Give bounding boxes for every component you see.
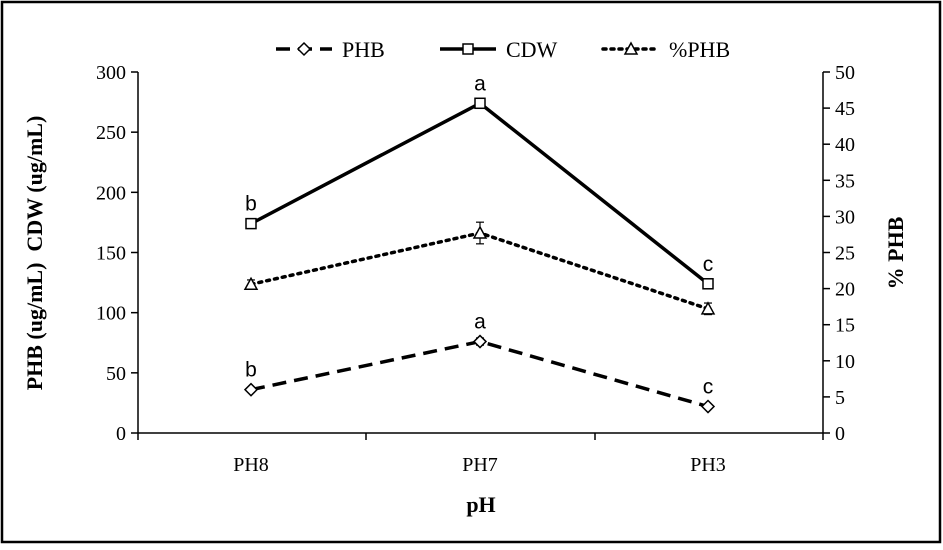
significance-label: c — [703, 253, 714, 276]
series-pct-phb — [243, 221, 716, 316]
left-y-tick-label: 250 — [96, 122, 126, 144]
significance-label: a — [474, 311, 486, 334]
x-axis-ticks: PH8 PH7 PH3 — [137, 433, 824, 476]
series-layer: b a c b a c — [243, 72, 716, 414]
x-tick-label: PH8 — [233, 454, 269, 476]
legend-marker — [462, 43, 474, 55]
x-tick-label: PH3 — [690, 454, 726, 476]
left-y-tick-label: 100 — [96, 303, 126, 325]
data-point — [472, 225, 488, 239]
data-point — [472, 334, 488, 349]
legend-label: %PHB — [669, 37, 730, 62]
left-y-axis-title: PHB (ug/mL) CDW (ug/mL) — [22, 116, 47, 391]
data-point — [474, 97, 486, 110]
left-y-axis-ticks: 0 50 100 150 200 250 300 — [96, 62, 138, 445]
right-y-tick-label: 20 — [835, 279, 855, 301]
right-y-axis-ticks: 0 5 10 15 20 25 30 35 40 45 50 — [823, 62, 855, 445]
series-cdw: b a c — [245, 72, 714, 290]
data-point — [702, 278, 714, 290]
data-point — [243, 382, 259, 397]
right-y-tick-label: 45 — [835, 98, 855, 120]
legend-label: PHB — [342, 37, 385, 62]
right-y-tick-label: 30 — [835, 206, 855, 228]
legend: PHB CDW %PHB — [276, 37, 730, 62]
right-y-tick-label: 5 — [835, 387, 845, 409]
data-point — [700, 399, 716, 414]
right-y-tick-label: 50 — [835, 62, 855, 84]
right-y-tick-label: 15 — [835, 315, 855, 337]
significance-label: c — [703, 376, 714, 399]
left-y-tick-label: 300 — [96, 62, 126, 84]
series-phb: b a c — [243, 311, 716, 414]
right-y-tick-label: 35 — [835, 170, 855, 192]
data-point — [243, 276, 259, 291]
right-y-tick-label: 0 — [835, 423, 845, 445]
legend-label: CDW — [506, 37, 558, 62]
data-point — [245, 217, 257, 230]
left-y-tick-label: 0 — [116, 423, 126, 445]
left-y-tick-label: 50 — [106, 363, 126, 385]
legend-marker — [296, 41, 312, 57]
data-point — [700, 301, 716, 315]
x-axis-title: pH — [466, 492, 495, 517]
right-y-axis-title: % PHB — [883, 216, 908, 289]
right-y-tick-label: 10 — [835, 351, 855, 373]
x-tick-label: PH7 — [462, 454, 498, 476]
left-y-tick-label: 150 — [96, 243, 126, 265]
series-line — [250, 339, 709, 409]
significance-label: b — [245, 359, 257, 382]
significance-label: b — [245, 193, 257, 216]
right-y-tick-label: 25 — [835, 243, 855, 265]
right-y-tick-label: 40 — [835, 134, 855, 156]
significance-label: a — [474, 72, 486, 95]
left-y-tick-label: 200 — [96, 182, 126, 204]
legend-marker — [623, 41, 639, 55]
